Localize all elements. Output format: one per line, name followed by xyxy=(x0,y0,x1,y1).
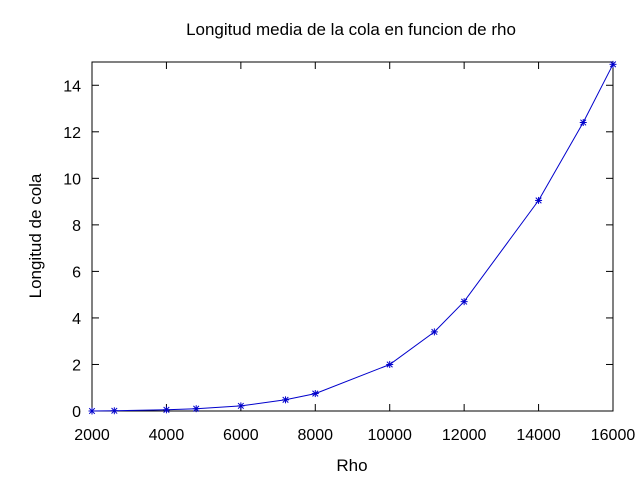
data-point-marker xyxy=(311,390,319,398)
x-axis-ticks: 2000 4000 6000 8000 10000 12000 14000 16000 xyxy=(74,62,635,444)
data-point-marker xyxy=(579,118,587,126)
x-tick-label: 2000 xyxy=(74,427,110,444)
data-point-marker xyxy=(282,396,290,404)
x-tick-label: 14000 xyxy=(516,427,561,444)
y-axis-title: Longitud de cola xyxy=(26,173,45,298)
x-tick-label: 10000 xyxy=(367,427,412,444)
x-tick-label: 16000 xyxy=(591,427,636,444)
y-tick-label: 2 xyxy=(72,357,81,374)
y-axis-ticks: 0 2 4 6 8 10 12 14 xyxy=(63,78,613,421)
data-point-marker xyxy=(460,298,468,306)
y-tick-label: 0 xyxy=(72,404,81,421)
data-point-marker xyxy=(430,328,438,336)
x-tick-label: 4000 xyxy=(149,427,185,444)
series-markers xyxy=(88,60,617,415)
x-axis-title: Rho xyxy=(336,456,367,475)
chart-title: Longitud media de la cola en funcion de … xyxy=(186,20,516,39)
y-tick-label: 10 xyxy=(63,171,81,188)
data-point-marker xyxy=(609,60,617,68)
y-tick-label: 12 xyxy=(63,125,81,142)
y-tick-label: 6 xyxy=(72,264,81,281)
data-point-marker xyxy=(237,402,245,410)
x-tick-label: 8000 xyxy=(297,427,333,444)
plot-area-frame xyxy=(91,61,614,412)
data-point-marker xyxy=(535,196,543,204)
x-tick-label: 12000 xyxy=(442,427,487,444)
data-point-marker xyxy=(192,405,200,413)
x-tick-label: 6000 xyxy=(223,427,259,444)
data-point-marker xyxy=(386,360,394,368)
y-tick-label: 8 xyxy=(72,218,81,235)
series-line xyxy=(91,64,614,412)
data-point-marker xyxy=(162,406,170,414)
data-point-marker xyxy=(110,407,118,415)
y-tick-label: 14 xyxy=(63,78,81,95)
y-tick-label: 4 xyxy=(72,311,81,328)
data-point-marker xyxy=(88,407,96,415)
